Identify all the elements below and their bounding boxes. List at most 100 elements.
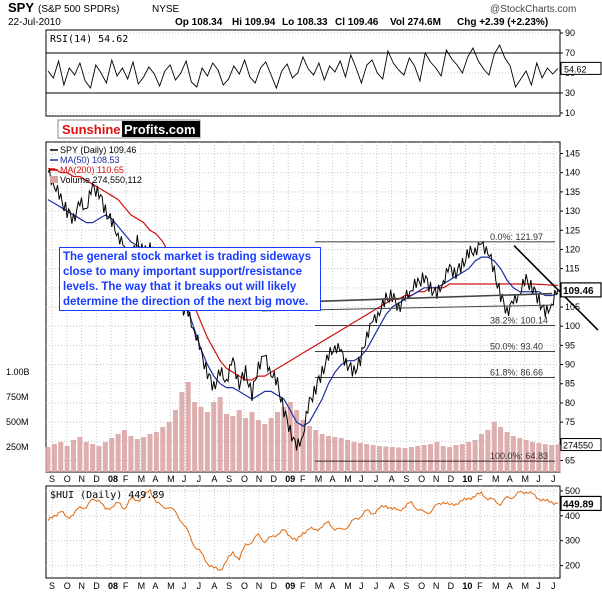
volume-bar [64, 446, 70, 472]
x-tick-label: F [477, 474, 483, 484]
hui-x-tick-label: A [389, 581, 395, 591]
hui-x-tick-label: N [433, 581, 440, 591]
ma50-line [47, 199, 559, 427]
x-tick-label: M [344, 474, 352, 484]
fibonacci-label: 61.8%: 86.66 [490, 367, 543, 377]
price-tick-label: 145 [565, 149, 580, 159]
x-tick-label: M [138, 474, 146, 484]
volume-bar [230, 416, 236, 472]
hui-x-tick-label: D [448, 581, 455, 591]
x-tick-label: J [551, 474, 556, 484]
x-tick-label: F [123, 474, 129, 484]
logo-text-sunshine: Sunshine [62, 122, 121, 137]
x-tick-label: J [374, 474, 379, 484]
hui-x-tick-label: A [152, 581, 158, 591]
stockcharts-credit: @StockCharts.com [490, 4, 576, 15]
volume-bar [224, 414, 229, 472]
x-tick-label: S [49, 474, 55, 484]
hui-x-tick-label: J [359, 581, 364, 591]
volume-bar [134, 439, 140, 472]
volume-bar [389, 447, 395, 472]
volume-bar [345, 440, 351, 472]
volume-bar [408, 447, 414, 472]
price-last-value-label: 109.46 [563, 286, 594, 297]
volume-bar [415, 446, 421, 472]
volume-bar [479, 434, 484, 472]
hui-x-tick-label: O [418, 581, 425, 591]
volume-bar [179, 392, 185, 472]
hui-title: $HUI (Daily) 449.89 [50, 490, 164, 501]
volume-bar [396, 447, 402, 472]
volume-bar [243, 418, 249, 472]
volume-bar [51, 444, 57, 472]
volume-bar [523, 440, 529, 472]
hui-x-tick-label: D [270, 581, 277, 591]
logo-text-profits: Profits.com [124, 122, 196, 137]
volume-last-value-box [560, 438, 602, 452]
legend-swatch [50, 176, 58, 183]
x-tick-label: 08 [108, 474, 118, 484]
volume-bar [542, 444, 548, 472]
legend-entry: Volume 274,550,112 [60, 175, 142, 185]
volume-bar [262, 424, 268, 472]
volume-bar [58, 442, 64, 472]
symbol-label: SPY [8, 0, 34, 15]
hui-last-value-box [560, 495, 602, 512]
volume-bar [536, 443, 542, 472]
volume-bar [204, 412, 210, 472]
volume-bar [45, 447, 51, 472]
volume-tick-label: 250M [6, 442, 29, 452]
volume-bar [294, 410, 300, 472]
volume-bar [83, 442, 89, 472]
volume-bar [313, 430, 319, 472]
volume-bar [428, 444, 433, 472]
x-tick-label: D [93, 474, 100, 484]
x-tick-label: 09 [285, 474, 295, 484]
x-tick-label: O [241, 474, 248, 484]
x-tick-label: F [300, 474, 306, 484]
price-tick-label: 105 [565, 302, 580, 312]
hui-x-tick-label: 09 [285, 581, 295, 591]
volume-bar [530, 442, 535, 472]
rsi-last-value-label: 54.62 [564, 64, 587, 74]
hui-tick-label: 200 [565, 561, 580, 571]
volume-bar [217, 397, 223, 472]
rsi-tick-label: 10 [565, 108, 575, 118]
hui-x-tick-label: J [374, 581, 379, 591]
volume-tick-label: 1.00B [6, 367, 30, 377]
volume-bar [332, 437, 338, 472]
volume-bar [466, 442, 472, 472]
x-tick-label: A [389, 474, 395, 484]
volume-bar [510, 436, 516, 472]
volume-bar [453, 445, 459, 472]
price-tick-label: 90 [565, 360, 575, 370]
fibonacci-label: 100.0%: 64.83 [490, 451, 548, 461]
volume-bar [275, 412, 280, 472]
change-value: Chg +2.39 (+2.23%) [457, 17, 548, 28]
price-tick-label: 135 [565, 187, 580, 197]
hui-x-tick-label: F [123, 581, 129, 591]
volume-bar [498, 427, 504, 472]
volume-bar [357, 443, 363, 472]
legend-entry: MA(50) 108.53 [60, 155, 120, 165]
price-tick-label: 130 [565, 206, 580, 216]
price-tick-label: 65 [565, 455, 575, 465]
price-tick-label: 75 [565, 417, 575, 427]
ma200-line [48, 168, 559, 381]
hui-x-tick-label: J [182, 581, 187, 591]
volume-bar [249, 412, 255, 472]
x-tick-label: S [226, 474, 232, 484]
hui-x-tick-label: S [49, 581, 55, 591]
resistance-trendline [513, 245, 599, 331]
volume-last-value-label: 274550 [563, 441, 593, 451]
x-tick-label: A [211, 474, 217, 484]
security-name: (S&P 500 SPDRs) [38, 4, 120, 15]
hui-line [47, 488, 559, 571]
x-tick-label: N [433, 474, 440, 484]
legend-entry: MA(200) 110.65 [60, 165, 124, 175]
hui-x-tick-label: M [315, 581, 323, 591]
rsi-line [47, 43, 559, 90]
x-tick-label: M [521, 474, 529, 484]
hui-x-tick-label: 10 [462, 581, 472, 591]
